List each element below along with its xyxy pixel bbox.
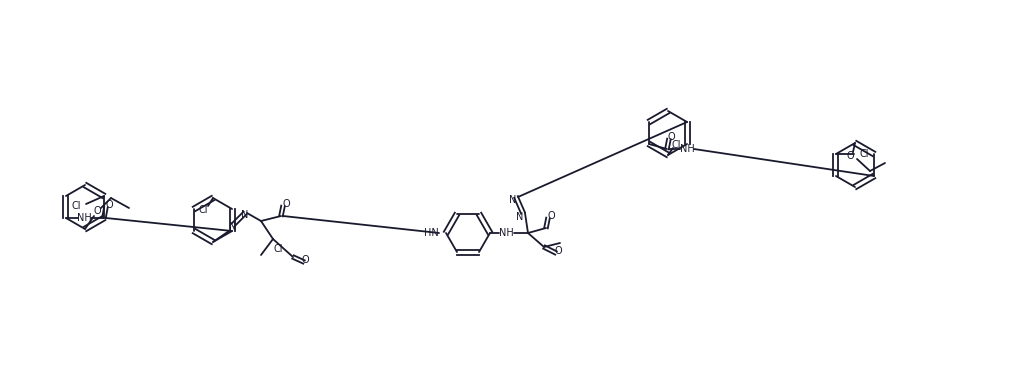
Text: O: O	[105, 200, 113, 210]
Text: N: N	[229, 222, 237, 232]
Text: Cl: Cl	[671, 140, 681, 150]
Text: HN: HN	[424, 228, 438, 238]
Text: N: N	[517, 212, 524, 222]
Text: NH: NH	[679, 144, 695, 154]
Text: NH: NH	[499, 228, 513, 238]
Text: N: N	[242, 210, 249, 220]
Text: Cl: Cl	[274, 244, 283, 254]
Text: O: O	[282, 199, 290, 209]
Text: O: O	[667, 132, 675, 142]
Text: O: O	[555, 246, 562, 256]
Text: Cl: Cl	[859, 149, 868, 159]
Text: NH: NH	[76, 213, 92, 223]
Text: O: O	[301, 255, 309, 265]
Text: Cl: Cl	[71, 201, 81, 211]
Text: Cl: Cl	[199, 205, 208, 215]
Text: N: N	[509, 195, 517, 205]
Text: O: O	[846, 151, 854, 161]
Text: O: O	[94, 206, 101, 216]
Text: O: O	[547, 211, 555, 221]
